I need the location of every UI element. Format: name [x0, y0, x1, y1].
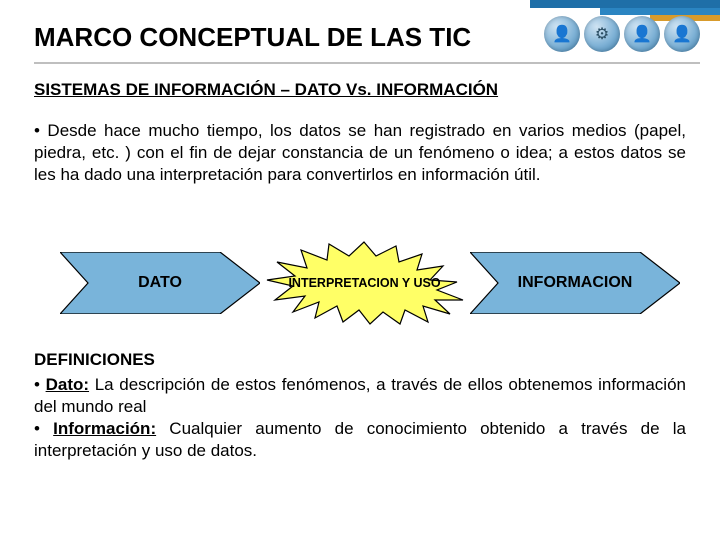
section-subtitle: SISTEMAS DE INFORMACIÓN – DATO Vs. INFOR…	[34, 80, 498, 100]
definition-text: La descripción de estos fenómenos, a tra…	[34, 375, 686, 416]
flow-node-informacion: INFORMACION	[470, 252, 680, 314]
flow-node-label: DATO	[114, 274, 206, 292]
page-title: MARCO CONCEPTUAL DE LAS TIC	[34, 22, 471, 53]
flow-node-interpretation: INTERPRETACION Y USO	[257, 240, 472, 326]
head-icon: 👤	[664, 16, 700, 52]
header-head-icons: 👤 ⚙ 👤 👤	[544, 16, 700, 52]
definition-term: Dato:	[46, 375, 89, 394]
definitions-heading: DEFINICIONES	[34, 350, 155, 370]
head-icon: 👤	[544, 16, 580, 52]
definition-term: Información:	[53, 419, 156, 438]
title-underline	[34, 62, 700, 64]
head-icon: ⚙	[584, 16, 620, 52]
definitions-body: • Dato: La descripción de estos fenómeno…	[34, 374, 686, 462]
head-icon: 👤	[624, 16, 660, 52]
flow-diagram: DATO INTERPRETACION Y USO INFORMACION	[60, 242, 680, 328]
flow-node-label: INFORMACION	[494, 274, 657, 292]
intro-paragraph: • Desde hace mucho tiempo, los datos se …	[34, 120, 686, 186]
flow-node-dato: DATO	[60, 252, 260, 314]
flow-node-label: INTERPRETACION Y USO	[288, 276, 440, 290]
